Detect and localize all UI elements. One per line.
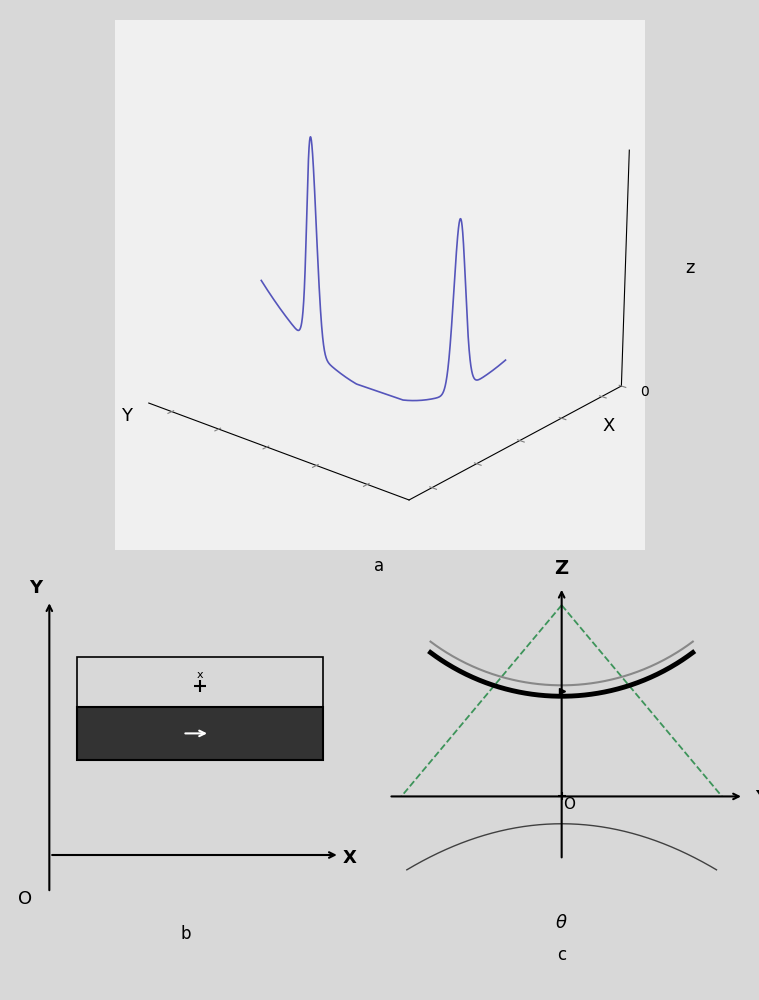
- Text: Y: Y: [29, 579, 43, 597]
- Bar: [77, 707, 323, 760]
- Text: Z: Z: [555, 559, 568, 578]
- Bar: [77, 657, 323, 714]
- Text: x: x: [197, 670, 203, 680]
- Text: $\theta$: $\theta$: [556, 914, 568, 932]
- Text: c: c: [557, 946, 566, 964]
- Text: O: O: [18, 890, 33, 908]
- Text: Y: Y: [754, 789, 759, 808]
- Text: b: b: [181, 925, 191, 943]
- Text: X: X: [343, 849, 357, 867]
- Text: O: O: [563, 797, 575, 812]
- Text: a: a: [374, 557, 385, 575]
